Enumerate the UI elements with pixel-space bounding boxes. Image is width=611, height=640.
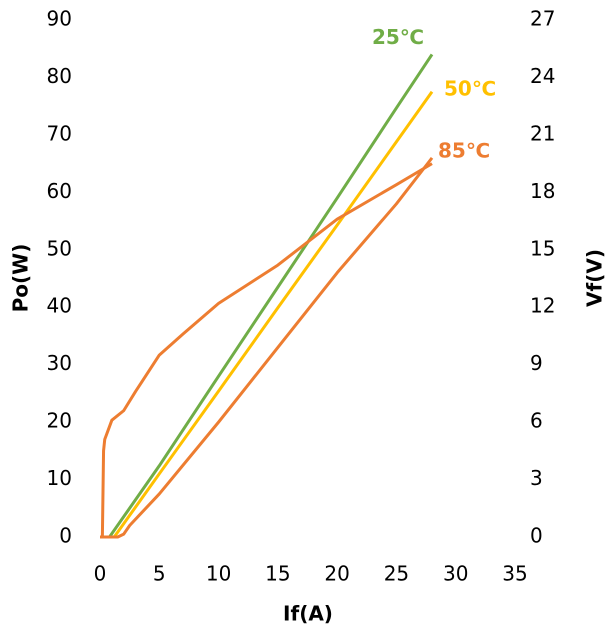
y2-tick-label: 18 bbox=[530, 179, 555, 203]
series-line bbox=[100, 162, 433, 539]
series-line bbox=[100, 156, 434, 539]
x-tick-label: 15 bbox=[265, 562, 290, 586]
y-tick-label: 10 bbox=[47, 466, 72, 490]
y2-tick-label: 27 bbox=[530, 7, 555, 31]
x-tick-label: 20 bbox=[324, 562, 349, 586]
y-tick-label: 90 bbox=[47, 7, 72, 31]
y-tick-label: 30 bbox=[47, 351, 72, 375]
y-tick-label: 70 bbox=[47, 121, 72, 145]
y-tick-label: 40 bbox=[47, 294, 72, 318]
y2-tick-label: 12 bbox=[530, 294, 555, 318]
series-label: 25℃ bbox=[372, 25, 424, 49]
y2-tick-label: 0 bbox=[530, 524, 543, 548]
series-line bbox=[100, 53, 434, 539]
y2-tick-label: 9 bbox=[530, 351, 543, 375]
x-axis-title: If(A) bbox=[283, 602, 333, 626]
y-tick-label: 60 bbox=[47, 179, 72, 203]
y2-tick-label: 15 bbox=[530, 236, 555, 260]
x-tick-label: 5 bbox=[153, 562, 166, 586]
series-label: 50℃ bbox=[444, 76, 496, 100]
x-tick-label: 30 bbox=[443, 562, 468, 586]
y2-tick-label: 6 bbox=[530, 409, 543, 433]
y2-tick-label: 3 bbox=[530, 466, 543, 490]
series-line bbox=[100, 90, 434, 539]
y2-axis-title: Vf(V) bbox=[583, 249, 607, 307]
x-tick-label: 35 bbox=[502, 562, 527, 586]
y-tick-label: 80 bbox=[47, 64, 72, 88]
y-axis-title: Po(W) bbox=[9, 244, 33, 313]
y2-tick-label: 24 bbox=[530, 64, 555, 88]
y-tick-label: 0 bbox=[59, 524, 72, 548]
y-tick-label: 20 bbox=[47, 409, 72, 433]
x-tick-label: 10 bbox=[206, 562, 231, 586]
y-tick-label: 50 bbox=[47, 236, 72, 260]
y2-tick-label: 21 bbox=[530, 121, 555, 145]
x-tick-label: 25 bbox=[384, 562, 409, 586]
series-label: 85℃ bbox=[438, 138, 490, 162]
x-tick-label: 0 bbox=[94, 562, 107, 586]
